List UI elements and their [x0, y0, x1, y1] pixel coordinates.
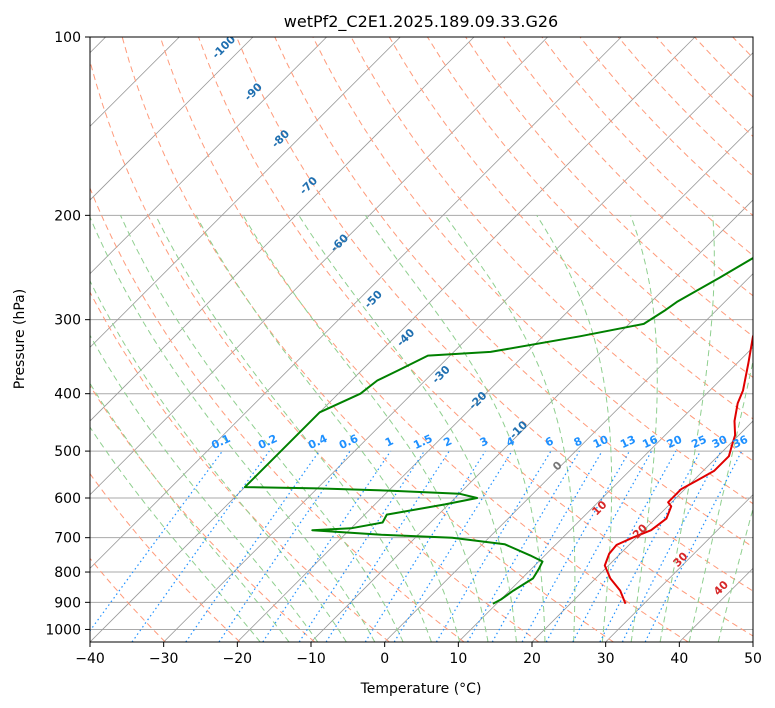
x-tick-label: 20: [523, 651, 541, 667]
moist-adiabat: [659, 215, 715, 642]
x-tick-label: 50: [744, 651, 762, 667]
y-tick-label: 400: [54, 387, 81, 403]
x-tick-label: 30: [597, 651, 615, 667]
dry-adiabat: [90, 291, 390, 642]
dry-adiabat: [159, 37, 689, 642]
moist-adiabat: [90, 334, 319, 642]
y-tick-label: 700: [54, 531, 81, 547]
y-tick-label: 300: [54, 313, 81, 329]
x-tick-label: −40: [75, 651, 105, 667]
dry-adiabat: [426, 37, 753, 378]
mixing-ratio-line: [325, 450, 450, 642]
dry-adiabat: [388, 37, 753, 420]
isotherm-line: [310, 199, 753, 642]
sounding-profiles: [243, 256, 753, 605]
moist-adiabat: [90, 215, 376, 642]
mixing-ratio-line: [435, 450, 552, 642]
mixing-ratio-line: [262, 450, 392, 642]
mixing-ratio-line: [185, 450, 320, 642]
mixing-ratio-line: [364, 450, 486, 642]
x-tick-label: −20: [223, 651, 253, 667]
isotherm-line: [90, 37, 254, 201]
moist-adiabat: [444, 215, 576, 642]
y-tick-label: 100: [54, 30, 81, 46]
isotherm-line: [90, 37, 696, 642]
moist-adiabat: [536, 215, 613, 642]
isotherm-line: [163, 52, 753, 642]
y-tick-label: 600: [54, 491, 81, 507]
isotherm-line: [605, 494, 753, 642]
x-axis: −40 −30 −20 −10 0 10 20 30 40 50: [75, 642, 762, 667]
mixing-ratio-label: 20: [665, 433, 685, 451]
temperature-profile: [603, 333, 753, 605]
mixing-ratio-label: 36: [731, 433, 751, 451]
dry-adiabat: [503, 37, 753, 297]
mixing-ratio-label: 13: [618, 433, 637, 451]
dry-adiabat: [121, 37, 614, 642]
mixing-ratio-label: 16: [640, 433, 660, 451]
x-tick-label: 0: [380, 651, 389, 667]
moist-adiabat: [155, 215, 432, 642]
dry-adiabat: [90, 59, 540, 642]
moist-adiabat: [242, 215, 489, 642]
dewpoint-profile: [243, 256, 753, 605]
y-axis: 100 200 300 400 500 600 700 800 900 1000: [45, 30, 90, 638]
moist-adiabat: [120, 215, 404, 642]
dry-adiabat: [465, 37, 753, 338]
moist-adiabats: [90, 215, 753, 642]
dry-adiabat: [90, 472, 241, 642]
moist-adiabat: [630, 215, 658, 642]
x-tick-label: −10: [296, 651, 326, 667]
x-tick-label: −30: [149, 651, 179, 667]
dry-adiabat: [312, 37, 753, 505]
isobar-grid: [90, 37, 753, 630]
x-axis-title: Temperature (°C): [360, 681, 482, 697]
isotherm-line: [90, 37, 548, 496]
mixing-ratio-line: [298, 450, 425, 642]
x-tick-label: 40: [670, 651, 688, 667]
isotherm-line: [531, 420, 753, 642]
dry-adiabats: [90, 37, 753, 642]
y-axis-title: Pressure (hPa): [12, 289, 28, 389]
mixing-ratio-line: [393, 450, 513, 642]
moist-adiabat: [90, 426, 261, 642]
chart-title: wetPf2_C2E1.2025.189.09.33.G26: [284, 12, 558, 32]
dry-adiabat: [236, 37, 753, 592]
y-tick-label: 800: [54, 565, 81, 581]
y-tick-label: 500: [54, 444, 81, 460]
isotherm-line: [90, 37, 622, 569]
mixing-ratio-line: [218, 450, 351, 642]
mixing-ratio-label: 25: [689, 433, 708, 451]
mixing-ratio-label: 10: [591, 433, 611, 451]
y-tick-label: 900: [54, 595, 81, 611]
y-tick-label: 1000: [45, 622, 81, 638]
moist-adiabat: [90, 279, 347, 642]
dry-adiabat: [274, 37, 753, 548]
isotherm-line: [90, 37, 327, 275]
isotherm-line: [237, 125, 753, 642]
dry-adiabat: [90, 384, 316, 642]
dry-adiabat: [198, 37, 753, 637]
moist-adiabat: [90, 382, 290, 642]
mixing-ratio-label: 30: [710, 433, 730, 451]
isotherm-line: [90, 37, 475, 422]
x-tick-label: 10: [449, 651, 467, 667]
mixing-ratio-line: [572, 450, 677, 642]
dry-adiabat: [350, 37, 753, 462]
plot-frame: [89, 36, 754, 643]
isotherm-line: [458, 346, 753, 642]
mixing-ratio-line: [466, 450, 580, 642]
isotherm-line: [90, 37, 401, 348]
moist-adiabat: [195, 215, 461, 642]
y-tick-label: 200: [54, 208, 81, 224]
